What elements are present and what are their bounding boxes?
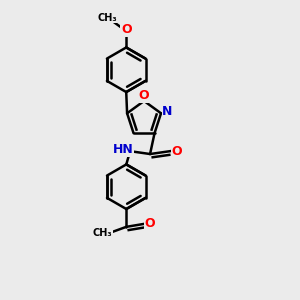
Text: O: O	[121, 23, 131, 36]
Text: HN: HN	[113, 143, 134, 156]
Text: O: O	[139, 89, 149, 102]
Text: CH₃: CH₃	[93, 228, 112, 238]
Text: O: O	[172, 145, 182, 158]
Text: O: O	[145, 218, 155, 230]
Text: CH₃: CH₃	[97, 13, 117, 23]
Text: N: N	[162, 105, 173, 118]
